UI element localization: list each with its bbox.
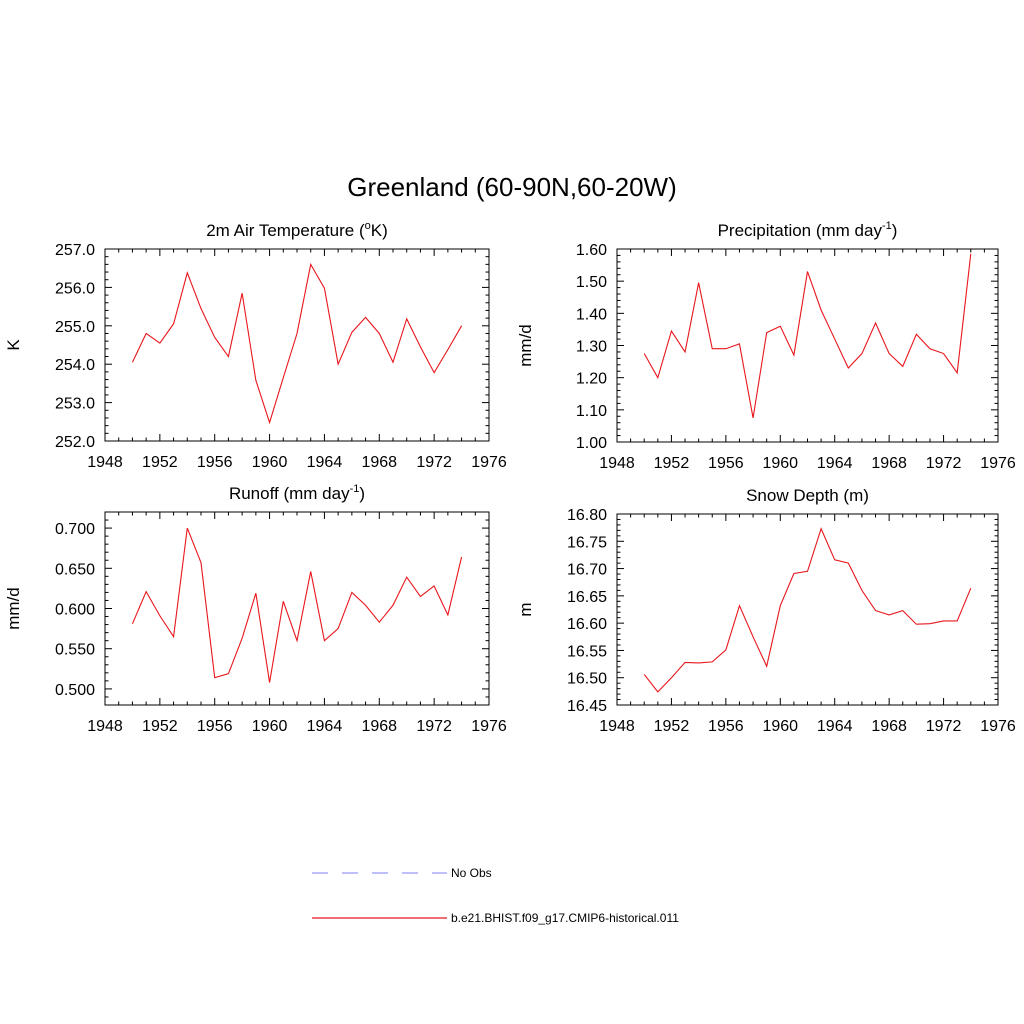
y-tick-label: 256.0: [55, 280, 95, 297]
y-tick-label: 16.60: [567, 616, 607, 633]
plot-frame: [616, 248, 999, 443]
x-tick-label: 1952: [654, 455, 690, 472]
y-tick-label: 0.700: [55, 521, 95, 538]
panel-runoff: Runoff (mm day-1) mm/d 1948 1952 1956 1960 196…: [4, 483, 507, 735]
x-tick-label: 1956: [708, 455, 744, 472]
y-tick-label: 1.50: [576, 274, 607, 291]
legend-label-model: b.e21.BHIST.f09_g17.CMIP6-historical.011: [451, 911, 679, 925]
y-axis-label: m: [516, 602, 535, 616]
y-tick-label: 257.0: [55, 242, 95, 259]
y-tick-label: 253.0: [55, 396, 95, 413]
x-tick-label: 1960: [252, 718, 288, 735]
x-tick-label: 1972: [416, 718, 452, 735]
x-tick-label: 1956: [197, 454, 233, 471]
x-tick-label: 1976: [980, 718, 1016, 735]
panel-title: 2m Air Temperature (oK): [206, 220, 388, 240]
y-axis-label: mm/d: [4, 587, 23, 630]
y-tick-label: 255.0: [55, 319, 95, 336]
y-tick-label: 0.500: [55, 682, 95, 699]
y-tick-label: 0.600: [55, 602, 95, 619]
x-tick-label: 1960: [762, 718, 798, 735]
x-tick-label: 1976: [980, 455, 1016, 472]
x-tick-label: 1976: [471, 718, 507, 735]
x-tick-label: 1964: [307, 454, 343, 471]
panel-air-temperature: 2m Air Temperature (oK) K 1948 1952 1956 1960…: [4, 220, 507, 471]
y-axis-label: mm/d: [516, 324, 535, 367]
y-tick-label: 16.45: [567, 698, 607, 715]
series-line: [131, 527, 463, 683]
figure-title: Greenland (60-90N,60-20W): [347, 172, 677, 202]
x-tick-label: 1960: [762, 455, 798, 472]
x-tick-label: 1948: [87, 454, 123, 471]
y-tick-label: 1.20: [576, 371, 607, 388]
x-tick-label: 1964: [817, 718, 853, 735]
y-tick-label: 0.650: [55, 561, 95, 578]
y-axis-label: K: [4, 339, 23, 351]
y-tick-label: 1.40: [576, 306, 607, 323]
x-tick-label: 1972: [416, 454, 452, 471]
y-tick-label: 1.30: [576, 339, 607, 356]
x-tick-label: 1956: [197, 718, 233, 735]
x-tick-label: 1960: [252, 454, 288, 471]
x-tick-label: 1948: [599, 718, 635, 735]
y-tick-label: 16.50: [567, 671, 607, 688]
y-tick-label: 16.80: [567, 507, 607, 524]
x-tick-label: 1972: [926, 455, 962, 472]
x-tick-label: 1968: [361, 718, 397, 735]
y-tick-label: 0.550: [55, 642, 95, 659]
plot-frame: [616, 513, 999, 706]
x-tick-label: 1964: [307, 718, 343, 735]
series-line: [131, 262, 463, 425]
x-tick-label: 1948: [599, 455, 635, 472]
y-tick-label: 1.00: [576, 435, 607, 452]
y-tick-label: 16.70: [567, 562, 607, 579]
x-tick-label: 1952: [654, 718, 690, 735]
panel-title: Snow Depth (m): [746, 486, 869, 505]
y-tick-label: 1.60: [576, 242, 607, 259]
panel-title: Runoff (mm day-1): [229, 483, 365, 503]
series-line: [643, 527, 972, 693]
x-tick-label: 1964: [817, 455, 853, 472]
legend: No Obs b.e21.BHIST.f09_g17.CMIP6-histori…: [312, 866, 679, 925]
plot-frame: [104, 248, 490, 442]
x-tick-label: 1956: [708, 718, 744, 735]
x-tick-label: 1968: [871, 718, 907, 735]
legend-label-no-obs: No Obs: [451, 866, 492, 880]
panel-precipitation: Precipitation (mm day-1) mm/d 1948 1952 1956…: [516, 220, 1016, 472]
series-line: [643, 253, 972, 418]
x-tick-label: 1952: [142, 718, 178, 735]
y-tick-label: 16.65: [567, 589, 607, 606]
y-tick-label: 16.75: [567, 534, 607, 551]
y-tick-label: 16.55: [567, 643, 607, 660]
y-tick-label: 254.0: [55, 357, 95, 374]
panel-snow-depth: Snow Depth (m) m 1948 1952 1956 1960 1964 1968 1…: [516, 486, 1016, 735]
y-tick-label: 1.10: [576, 403, 607, 420]
x-tick-label: 1976: [471, 454, 507, 471]
x-tick-label: 1968: [361, 454, 397, 471]
x-tick-label: 1972: [926, 718, 962, 735]
panel-title: Precipitation (mm day-1): [718, 220, 898, 240]
x-tick-label: 1948: [87, 718, 123, 735]
plot-frame: [104, 511, 490, 706]
x-tick-label: 1952: [142, 454, 178, 471]
y-tick-label: 252.0: [55, 434, 95, 451]
x-tick-label: 1968: [871, 455, 907, 472]
